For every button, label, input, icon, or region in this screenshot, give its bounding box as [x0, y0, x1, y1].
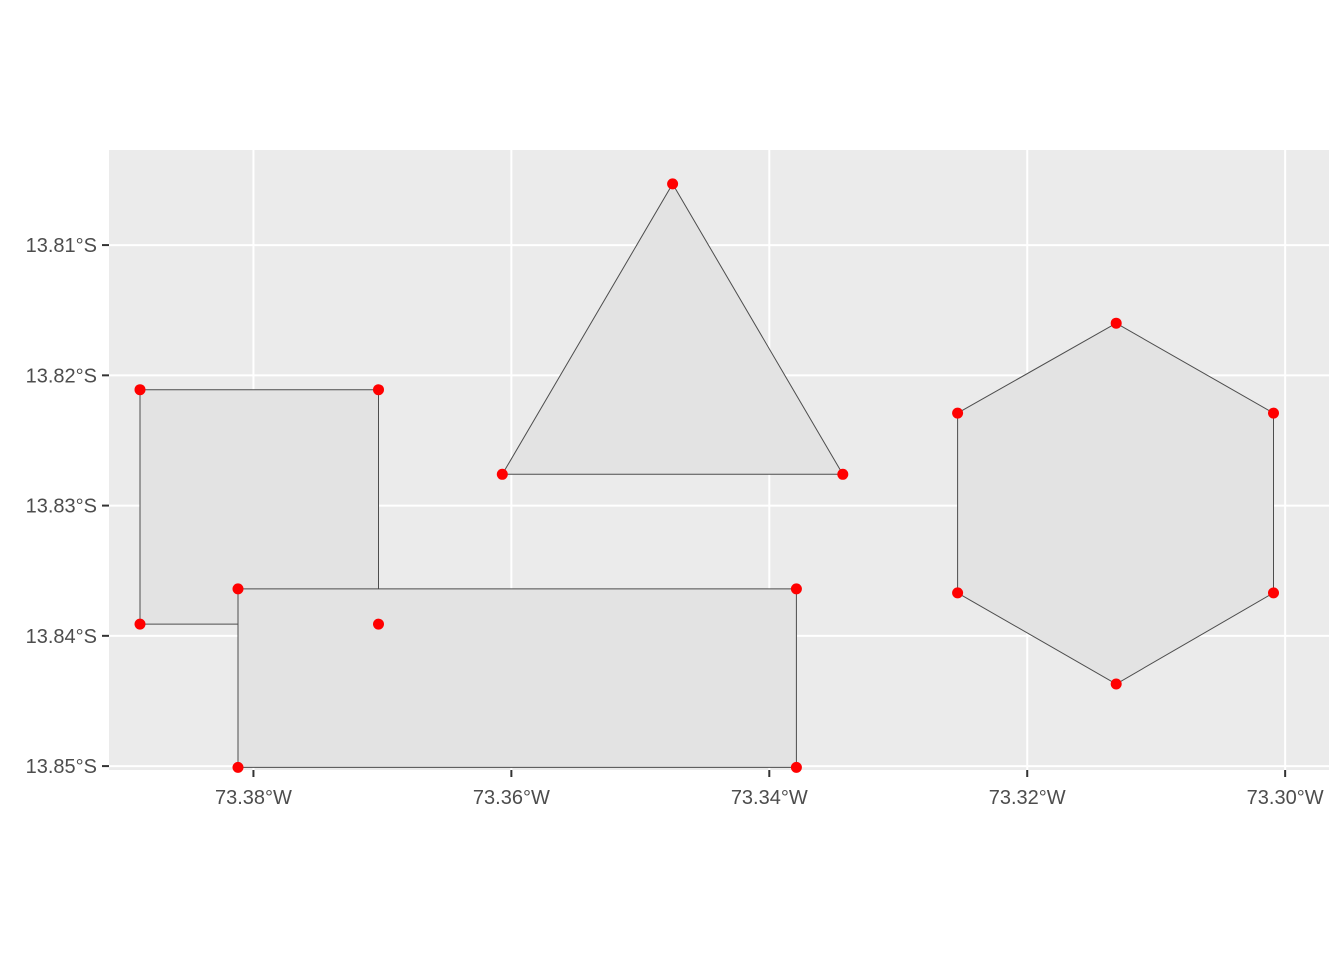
y-tick-label: 13.82°S [26, 365, 97, 387]
x-tick-label: 73.36°W [473, 787, 550, 809]
vertex-point [1110, 317, 1122, 329]
vertex-point [952, 587, 964, 599]
vertex-point [790, 583, 802, 595]
vertex-point-layer [134, 178, 1279, 773]
x-tick-label: 73.32°W [989, 787, 1066, 809]
y-tick-label: 13.84°S [26, 626, 97, 648]
y-tick-label: 13.81°S [26, 235, 97, 257]
vertex-point [373, 618, 384, 630]
vertex-point [232, 761, 244, 773]
x-tick-label: 73.34°W [731, 787, 808, 809]
y-tick-label: 13.83°S [26, 496, 97, 518]
y-tick-label: 13.85°S [26, 756, 97, 778]
vertex-point [952, 407, 964, 419]
vertex-point [134, 384, 146, 396]
vertex-point [1268, 407, 1279, 419]
axes: 73.38°W 73.36°W 73.34°W 73.32°W 73.30°W 13.81… [26, 235, 1324, 809]
x-tick-label: 73.38°W [215, 787, 292, 809]
x-tick-label: 73.30°W [1247, 787, 1324, 809]
vertex-point [134, 618, 146, 630]
vertex-point [1110, 678, 1122, 690]
vertex-point [496, 468, 508, 480]
vertex-point [373, 384, 384, 396]
vertex-point [1268, 587, 1279, 599]
vertex-point [232, 583, 244, 595]
triangle-polygon [501, 182, 844, 475]
vertex-point [667, 178, 679, 190]
rectangle-polygon [237, 588, 797, 768]
vertex-point [837, 468, 849, 480]
polygon-layer [139, 182, 1274, 768]
vertex-point [790, 761, 802, 773]
